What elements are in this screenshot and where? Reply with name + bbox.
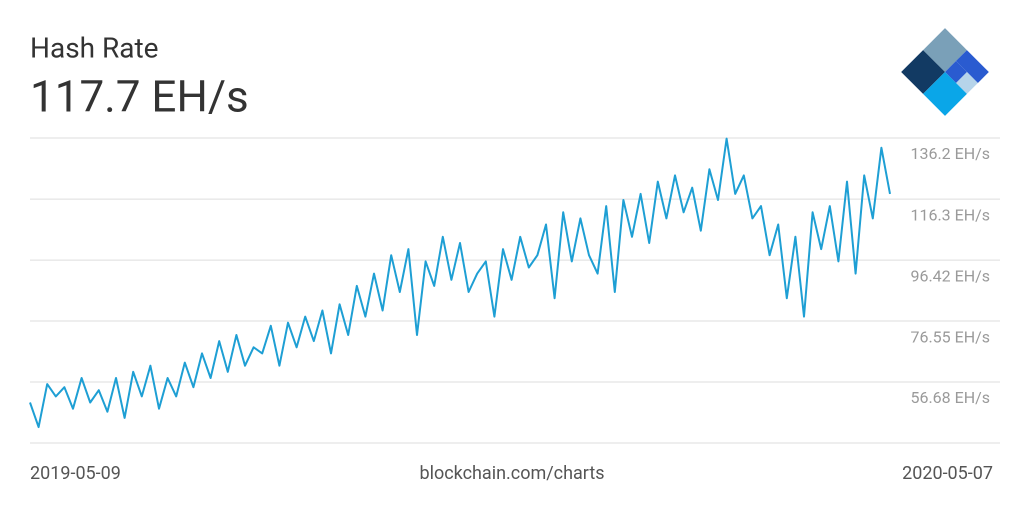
y-tick-label: 76.55 EH/s xyxy=(910,327,990,346)
current-value: 117.7 EH/s xyxy=(30,71,249,123)
x-tick-label: 2020-05-07 xyxy=(902,463,993,484)
y-tick-label: 56.68 EH/s xyxy=(910,388,990,407)
y-tick-label: 136.2 EH/s xyxy=(910,144,990,163)
x-tick-label: 2019-05-09 xyxy=(30,463,121,484)
chart-title: Hash Rate xyxy=(30,31,159,64)
source: blockchain.com/charts xyxy=(419,463,604,484)
logo xyxy=(901,28,989,116)
data-line xyxy=(29,137,891,429)
y-tick-label: 116.3 EH/s xyxy=(910,205,990,224)
y-tick-label: 96.42 EH/s xyxy=(910,266,990,285)
